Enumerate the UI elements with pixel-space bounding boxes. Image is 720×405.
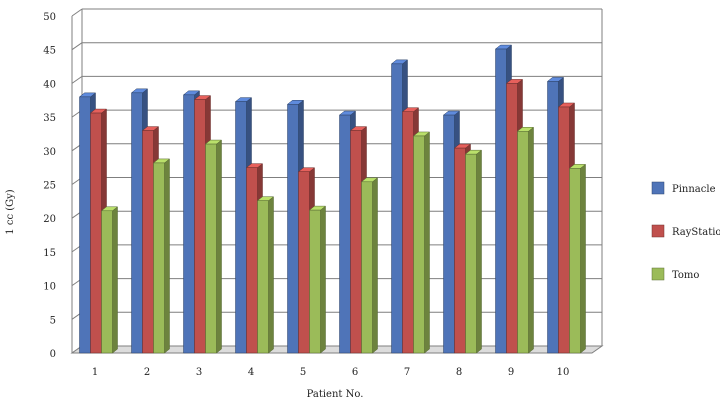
bar-front (402, 111, 414, 354)
legend-item: Pinnacle (651, 181, 716, 195)
bar-front (506, 83, 518, 354)
bar (464, 149, 483, 354)
bar (100, 206, 119, 354)
bar-side (372, 177, 378, 354)
x-axis-ticks: 1 2 3 4 5 6 7 8 9 10 (92, 367, 570, 378)
bar-front (287, 104, 299, 354)
bar-front (361, 181, 373, 354)
bar-side (112, 206, 118, 354)
y-tick-label: 50 (43, 12, 56, 23)
bar-front (153, 162, 165, 354)
x-tick-label: 8 (456, 367, 462, 378)
y-tick-label: 30 (43, 147, 56, 158)
x-tick-label: 6 (352, 367, 358, 378)
y-tick-label: 15 (43, 248, 56, 259)
bar-side (476, 149, 482, 354)
bar-front (246, 167, 258, 354)
bar-front (465, 153, 477, 354)
bar-front (101, 210, 113, 354)
bar-side (528, 126, 534, 354)
y-tick-label: 10 (43, 282, 56, 293)
bar-front (235, 101, 247, 354)
bar-side (164, 158, 170, 354)
gridline-depth (71, 42, 83, 51)
bar-front (495, 48, 507, 354)
bars (78, 44, 587, 354)
x-tick-label: 2 (144, 367, 150, 378)
gridline-depth (71, 8, 83, 17)
bar-front (79, 96, 91, 354)
bar-front (90, 112, 102, 354)
bar-side (268, 196, 274, 354)
bar-front (339, 114, 351, 354)
bar-front (558, 106, 570, 354)
x-tick-label: 4 (248, 367, 254, 378)
bar-front (517, 131, 529, 354)
bar-front (413, 135, 425, 354)
x-tick-label: 5 (300, 367, 306, 378)
legend-label: RayStation (672, 227, 720, 238)
bar-front (569, 168, 581, 354)
bar-front (350, 130, 362, 354)
bar-front (309, 209, 321, 354)
bar-front (205, 143, 217, 354)
y-tick-label: 20 (43, 214, 56, 225)
bar-front (257, 200, 269, 354)
y-axis-label: 1 cc (Gy) (5, 189, 16, 234)
bar-front (131, 92, 143, 354)
bar-front (443, 114, 455, 354)
y-tick-label: 35 (43, 113, 56, 124)
legend: Pinnacle RayStation Tomo (651, 181, 720, 281)
legend-label: Pinnacle (672, 184, 716, 195)
legend-item: RayStation (651, 224, 720, 238)
y-axis-ticks: 0 5 10 15 20 25 30 35 40 45 50 (43, 12, 56, 360)
bar (412, 131, 431, 354)
bar-side (216, 139, 222, 354)
bar (204, 139, 223, 354)
bar (308, 205, 327, 354)
legend-swatch (651, 267, 665, 281)
bar-side (320, 205, 326, 354)
bar-front (298, 171, 310, 354)
bar-front (454, 147, 466, 354)
bar-side (424, 131, 430, 354)
x-tick-label: 10 (557, 367, 570, 378)
x-tick-label: 7 (404, 367, 410, 378)
bar-front (183, 94, 195, 354)
bar (360, 177, 379, 354)
legend-swatch (651, 224, 665, 238)
gridline-depth (71, 75, 83, 84)
x-tick-label: 9 (508, 367, 514, 378)
x-tick-label: 1 (92, 367, 98, 378)
y-tick-label: 40 (43, 79, 56, 90)
bar-front (142, 130, 154, 354)
legend-item: Tomo (651, 267, 699, 281)
bar-front (391, 63, 403, 354)
y-tick-label: 5 (50, 315, 56, 326)
bar (152, 158, 171, 354)
bar (516, 126, 535, 354)
x-tick-label: 3 (196, 367, 202, 378)
y-tick-label: 25 (43, 181, 56, 192)
bar-side (580, 163, 586, 354)
x-axis-label: Patient No. (307, 389, 364, 400)
y-tick-label: 0 (50, 349, 56, 360)
bar-front (194, 99, 206, 354)
legend-label: Tomo (672, 270, 699, 281)
bar (568, 163, 587, 354)
legend-swatch (651, 181, 665, 195)
bar-front (547, 81, 559, 354)
bar (256, 196, 275, 354)
y-tick-label: 45 (43, 46, 56, 57)
